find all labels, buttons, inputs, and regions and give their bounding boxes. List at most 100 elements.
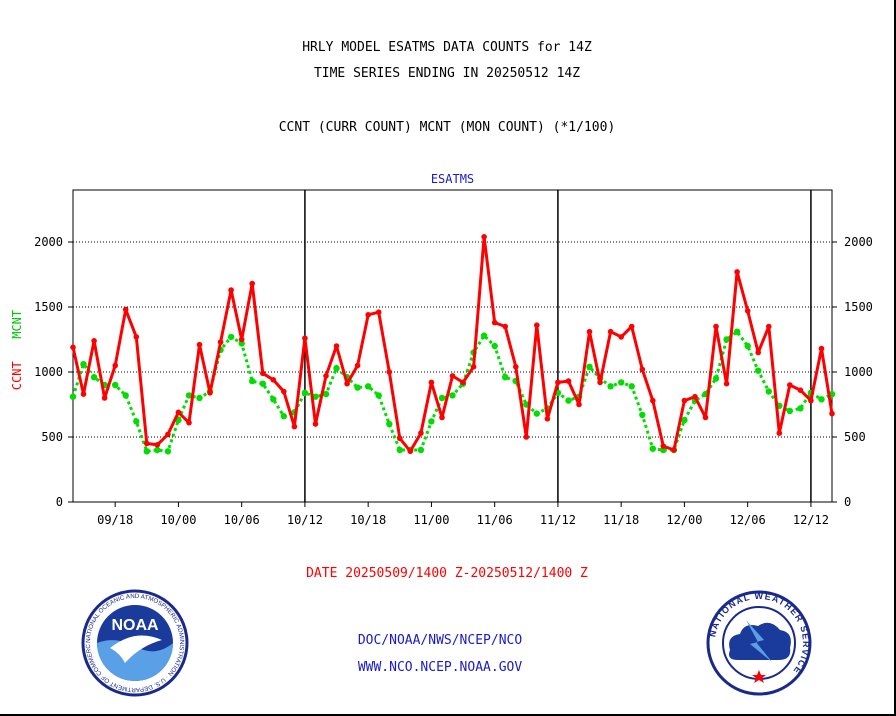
ccnt-point: [91, 338, 97, 344]
ccnt-point: [502, 323, 509, 330]
y-tick-label-left: 0: [56, 495, 63, 509]
ccnt-point: [302, 335, 308, 342]
ccnt-series-line: [71, 235, 834, 453]
mcnt-series-line: [71, 330, 833, 453]
mcnt-point: [744, 342, 751, 350]
mcnt-point: [196, 394, 203, 402]
mcnt-point: [322, 390, 330, 398]
ccnt-point: [101, 395, 108, 401]
ccnt-point: [460, 379, 466, 386]
ccnt-point: [755, 349, 761, 356]
ccnt-point: [175, 409, 182, 416]
ccnt-point: [597, 379, 603, 386]
ccnt-point: [70, 344, 76, 351]
mcnt-point: [333, 364, 340, 372]
x-tick-label: 12/06: [730, 513, 766, 527]
x-tick-label: 10/00: [160, 513, 196, 527]
mcnt-point: [797, 405, 804, 412]
ccnt-point: [555, 379, 561, 386]
ccnt-point: [576, 401, 582, 408]
x-tick-label: 11/18: [603, 513, 639, 527]
ccnt-point: [122, 306, 129, 313]
ccnt-point: [249, 280, 255, 287]
ccnt-point: [744, 308, 751, 314]
x-tick-label: 10/12: [287, 513, 323, 527]
mcnt-point: [154, 446, 161, 454]
ccnt-point: [565, 378, 572, 384]
ccnt-point: [260, 370, 266, 377]
x-tick-label: 10/06: [224, 513, 260, 527]
mcnt-point: [565, 397, 572, 404]
ccnt-point: [165, 431, 171, 438]
mcnt-point: [712, 375, 720, 382]
mcnt-point: [449, 392, 456, 399]
mcnt-point: [533, 410, 540, 417]
mcnt-point: [660, 446, 667, 454]
ccnt-point: [818, 345, 825, 352]
mcnt-point: [733, 328, 741, 335]
mcnt-point: [133, 418, 140, 425]
y-tick-label-right: 1000: [844, 365, 873, 379]
mcnt-point: [259, 380, 266, 387]
ccnt-point: [217, 339, 224, 345]
ccnt-point: [228, 287, 234, 293]
ccnt-point: [365, 312, 372, 318]
ccnt-point: [639, 366, 646, 373]
ccnt-point: [354, 362, 361, 369]
ccnt-point: [702, 414, 709, 421]
mcnt-point: [122, 392, 129, 399]
x-tick-label: 11/12: [540, 513, 576, 527]
mcnt-point: [375, 392, 382, 399]
ccnt-point: [787, 382, 793, 388]
y-tick-label-right: 500: [844, 430, 866, 444]
y-tick-label-left: 1500: [34, 300, 63, 314]
chart-title-line2: TIME SERIES ENDING IN 20250512 14Z: [313, 66, 581, 81]
mcnt-point: [238, 340, 245, 347]
ccnt-point: [418, 430, 424, 436]
footer-org-line: DOC/NOAA/NWS/NCEP/NCO: [357, 633, 523, 648]
mcnt-point: [428, 418, 435, 425]
ccnt-point: [333, 343, 340, 349]
mcnt-point: [227, 333, 235, 341]
ccnt-point: [270, 377, 277, 383]
ccnt-point: [312, 421, 319, 427]
mcnt-point: [270, 396, 277, 403]
mcnt-point: [69, 393, 77, 400]
noaa-logo: NOAA NATIONAL OCEANIC AND ATMOSPHERIC AD…: [80, 588, 189, 697]
mcnt-point: [164, 448, 172, 455]
footer-url-line[interactable]: WWW.NCO.NCEP.NOAA.GOV: [357, 660, 523, 675]
ccnt-point: [186, 419, 192, 426]
mcnt-point: [312, 393, 319, 400]
y-axis-label: CCNT MCNT: [2, 300, 32, 400]
ccnt-point: [491, 319, 498, 326]
mcnt-point: [618, 379, 625, 386]
date-range-label: DATE 20250509/1400 Z-20250512/1400 Z: [306, 566, 588, 581]
mcnt-point: [90, 374, 98, 381]
y-tick-label-right: 0: [844, 495, 851, 509]
y-tick-label-left: 500: [41, 430, 63, 444]
ccnt-point: [407, 448, 414, 455]
y-tick-label-left: 2000: [34, 235, 63, 249]
y-tick-label-right: 2000: [844, 235, 873, 249]
mcnt-point: [365, 383, 372, 390]
y-label-ccnt: CCNT: [10, 361, 24, 391]
ccnt-point: [428, 379, 435, 386]
ccnt-point: [513, 364, 519, 370]
x-tick-label: 09/18: [97, 513, 133, 527]
ccnt-point: [397, 435, 403, 442]
mcnt-point: [80, 361, 87, 368]
chart-series-label: ESATMS: [431, 172, 474, 186]
mcnt-point: [681, 416, 688, 424]
mcnt-point: [649, 445, 656, 452]
mcnt-point: [143, 448, 150, 455]
ccnt-point: [323, 373, 329, 379]
ccnt-point: [766, 323, 772, 330]
ccnt-point: [650, 397, 656, 404]
ccnt-point: [829, 410, 835, 417]
mcnt-point: [639, 411, 646, 419]
mcnt-point: [301, 389, 309, 396]
x-tick-label: 12/12: [793, 513, 829, 527]
ccnt-point: [196, 341, 203, 348]
